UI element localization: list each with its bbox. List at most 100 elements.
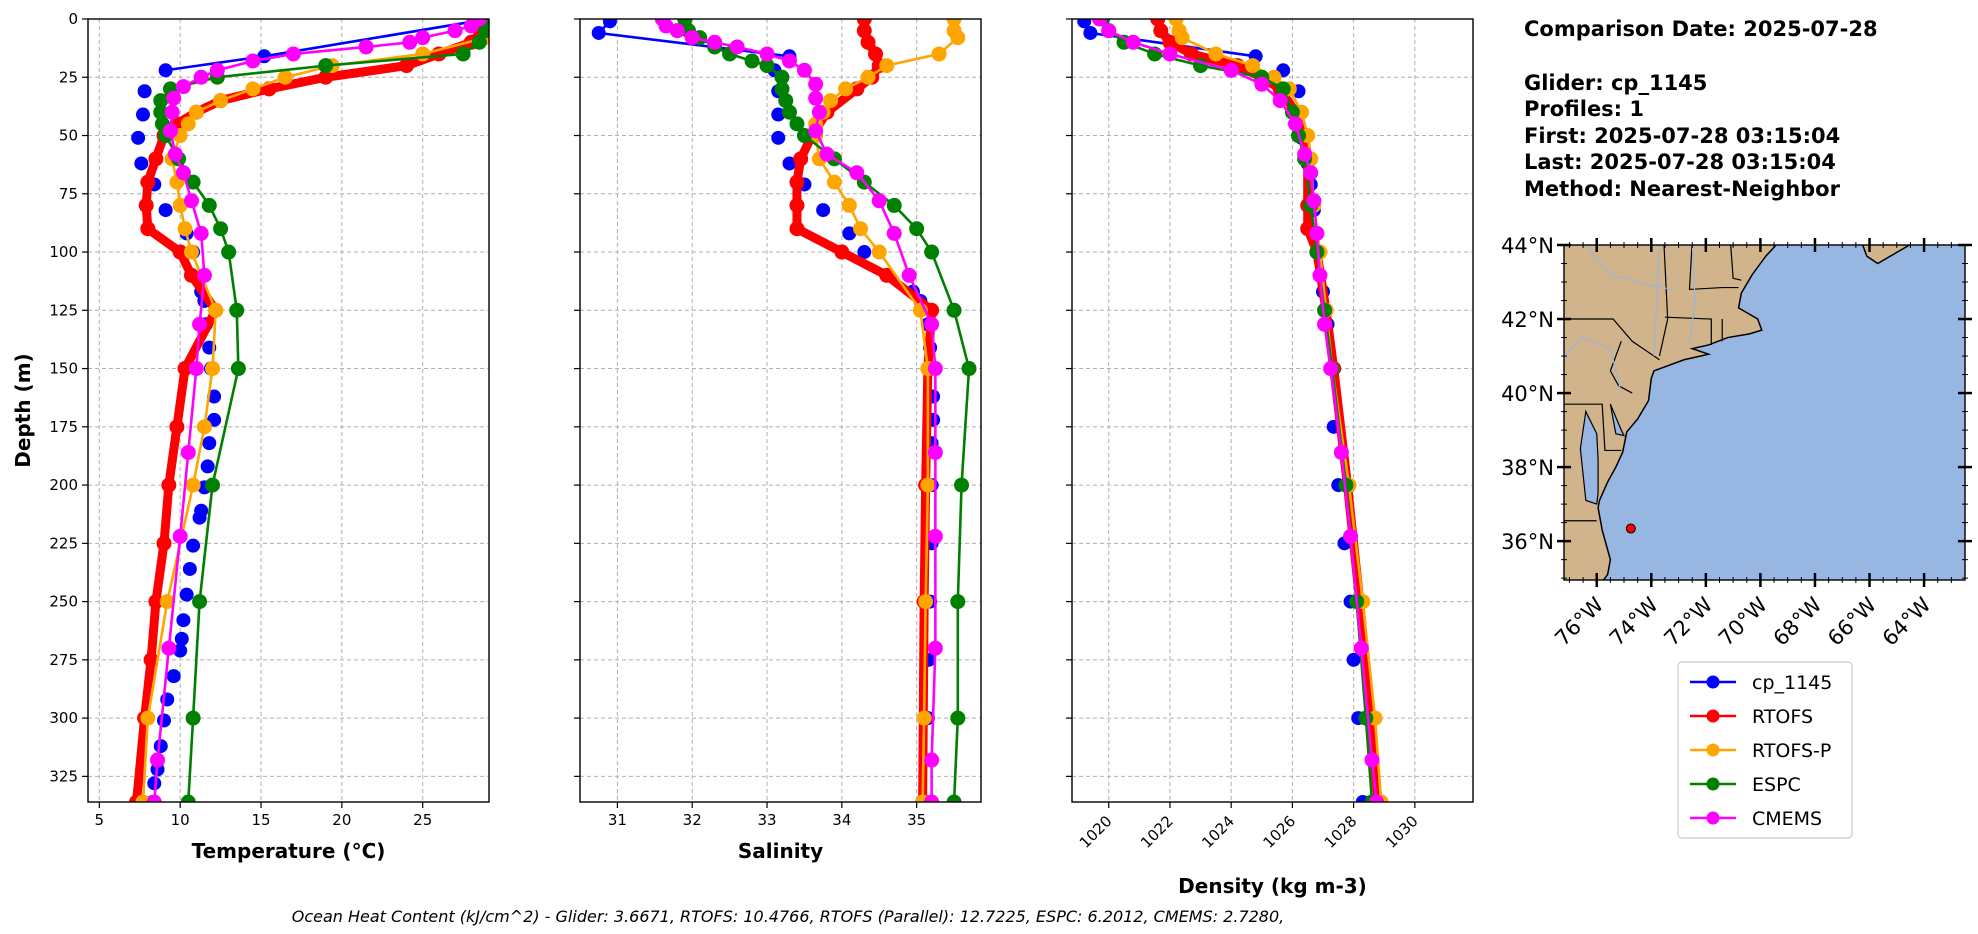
data-point-espc	[924, 244, 940, 260]
data-point-rtofs	[138, 197, 154, 213]
data-point-cp_1145	[202, 436, 217, 451]
data-point-espc	[1358, 710, 1374, 726]
legend-marker	[1706, 777, 1720, 791]
data-point-cmems	[1333, 444, 1349, 460]
data-point-cp_1145	[176, 613, 191, 628]
series-line-espc	[159, 19, 489, 802]
data-point-rtofs	[793, 151, 809, 167]
data-point-espc	[950, 710, 966, 726]
map-lon-label: 72°W	[1659, 592, 1717, 650]
state-border	[1658, 245, 1669, 357]
map-lon-label: 76°W	[1550, 592, 1608, 650]
data-point-cp_1145	[173, 643, 188, 658]
legend-entry-rtofs-p: RTOFS-P	[1690, 740, 1831, 762]
data-point-rtofs-p	[415, 46, 431, 62]
data-point-cmems	[447, 23, 463, 39]
y-tick-label: 325	[49, 767, 78, 785]
data-point-rtofs	[140, 221, 156, 237]
data-point-cmems	[811, 104, 827, 120]
data-point-cp_1145	[771, 107, 786, 122]
data-point-rtofs-p	[918, 594, 934, 610]
profile-count: Profiles: 1	[1524, 97, 1644, 121]
y-axis-label: Depth (m)	[11, 353, 35, 467]
data-point-espc	[774, 69, 790, 85]
data-point-rtofs-p	[185, 477, 201, 493]
map-lon-label: 66°W	[1823, 592, 1881, 650]
y-tick-label: 275	[49, 651, 78, 669]
data-point-espc	[221, 244, 237, 260]
y-tick-label: 150	[49, 360, 78, 378]
river	[1585, 245, 1674, 291]
legend-label: CMEMS	[1752, 808, 1822, 830]
x-axis-label: Density (kg m-3)	[1178, 874, 1367, 898]
data-point-cmems	[707, 34, 723, 50]
axes-frame	[579, 18, 982, 803]
data-point-cmems	[1125, 34, 1141, 50]
x-tick-label: 1020	[1076, 812, 1116, 852]
data-point-cmems	[1312, 267, 1328, 283]
data-point-cmems	[172, 528, 188, 544]
data-point-cmems	[1303, 165, 1319, 181]
data-point-cmems	[1162, 46, 1178, 62]
axes-frame	[1071, 18, 1474, 803]
map-lon-label: 68°W	[1769, 592, 1827, 650]
x-tick-label: 32	[683, 811, 702, 829]
river	[1564, 336, 1622, 394]
delaware-bay	[1609, 403, 1626, 437]
data-point-cmems	[1101, 23, 1117, 39]
data-point-cmems	[684, 30, 700, 46]
data-point-cmems	[285, 46, 301, 62]
data-point-rtofs	[834, 244, 850, 260]
data-point-espc	[471, 34, 487, 50]
data-point-rtofs	[789, 197, 805, 213]
state-border	[1688, 245, 1739, 291]
data-point-rtofs-p	[1174, 30, 1190, 46]
data-point-cp_1145	[166, 669, 181, 684]
data-point-rtofs	[143, 652, 159, 668]
data-point-rtofs-p	[172, 197, 188, 213]
data-point-rtofs-p	[1208, 46, 1224, 62]
x-tick-label: 1022	[1137, 812, 1177, 852]
data-point-cmems	[175, 79, 191, 95]
data-point-cmems	[1092, 19, 1108, 27]
land-us-east-coast	[1564, 245, 1778, 580]
data-point-cp_1145	[771, 130, 786, 145]
data-point-cmems	[1369, 794, 1385, 802]
data-point-cmems	[1254, 76, 1270, 92]
y-tick-label: 100	[49, 243, 78, 261]
data-point-cmems	[924, 752, 940, 768]
data-point-espc	[318, 58, 334, 74]
y-tick-label: 175	[49, 418, 78, 436]
data-point-cmems	[669, 23, 685, 39]
data-point-cmems	[849, 165, 865, 181]
data-point-espc	[946, 302, 962, 318]
data-point-cp_1145	[186, 538, 201, 553]
map-lon-label: 74°W	[1605, 592, 1663, 650]
data-point-cmems	[796, 62, 812, 78]
data-point-cmems	[245, 53, 261, 69]
data-point-cmems	[358, 39, 374, 55]
y-tick-label: 250	[49, 593, 78, 611]
data-point-cmems	[759, 46, 775, 62]
data-point-cp_1145	[857, 245, 872, 260]
y-tick-label: 225	[49, 534, 78, 552]
data-point-cmems	[808, 90, 824, 106]
y-tick-label: 200	[49, 476, 78, 494]
data-point-espc	[789, 116, 805, 132]
data-point-cp_1145	[174, 631, 189, 646]
data-point-cp_1145	[153, 739, 168, 754]
data-point-cmems	[808, 76, 824, 92]
data-point-rtofs-p	[177, 221, 193, 237]
series-group	[1077, 19, 1389, 802]
data-point-rtofs	[161, 477, 177, 493]
data-point-cmems	[175, 165, 191, 181]
x-tick-label: 15	[251, 811, 270, 829]
glider-location-marker	[1625, 523, 1636, 534]
x-tick-label: 33	[757, 811, 776, 829]
chesapeake-bay	[1579, 409, 1599, 505]
data-point-rtofs	[318, 69, 334, 85]
info-text-block: Comparison Date: 2025-07-28 Glider: cp_1…	[1524, 17, 1878, 201]
data-point-cp_1145	[591, 25, 606, 40]
data-point-espc	[781, 104, 797, 120]
data-point-cmems	[819, 146, 835, 162]
